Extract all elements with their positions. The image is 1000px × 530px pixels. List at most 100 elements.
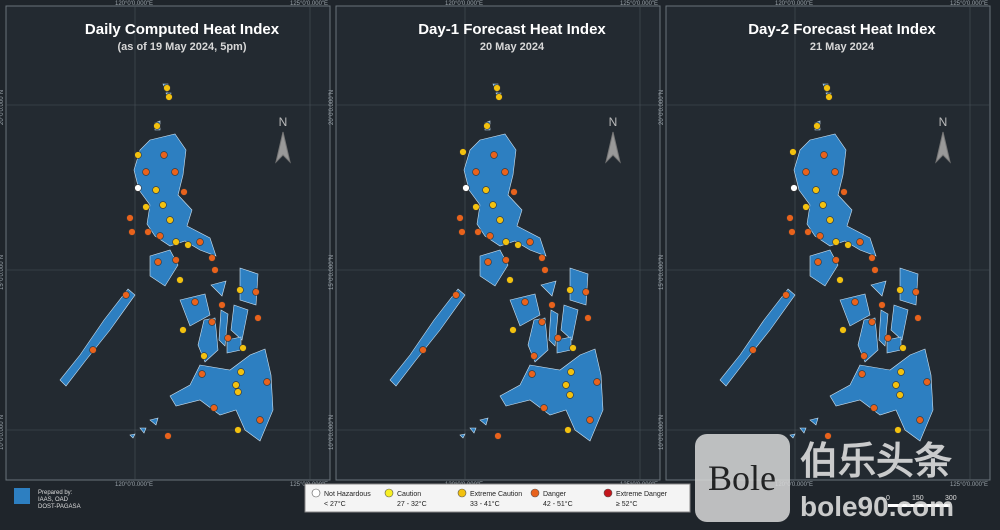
island bbox=[239, 267, 259, 306]
station-marker bbox=[236, 286, 244, 294]
island bbox=[890, 304, 909, 341]
station-marker bbox=[790, 184, 798, 192]
station-marker bbox=[486, 232, 494, 240]
island bbox=[210, 280, 227, 297]
station-marker bbox=[540, 404, 548, 412]
station-marker bbox=[237, 368, 245, 376]
station-marker bbox=[868, 318, 876, 326]
station-marker bbox=[172, 256, 180, 264]
station-marker bbox=[566, 286, 574, 294]
station-marker bbox=[489, 201, 497, 209]
longitude-label: 125°0'0.000"E bbox=[950, 1, 988, 7]
station-marker bbox=[144, 228, 152, 236]
station-marker bbox=[196, 238, 204, 246]
station-marker bbox=[804, 228, 812, 236]
station-marker bbox=[472, 168, 480, 176]
station-marker bbox=[172, 238, 180, 246]
station-marker bbox=[163, 84, 171, 92]
watermark-url: bole90.com bbox=[800, 491, 954, 522]
station-marker bbox=[569, 344, 577, 352]
station-marker bbox=[232, 381, 240, 389]
station-marker bbox=[134, 184, 142, 192]
station-marker bbox=[502, 238, 510, 246]
station-marker bbox=[782, 291, 790, 299]
station-marker bbox=[176, 276, 184, 284]
station-marker bbox=[896, 286, 904, 294]
station-marker bbox=[562, 381, 570, 389]
panel-subtitle: 21 May 2024 bbox=[810, 41, 875, 53]
station-marker bbox=[871, 266, 879, 274]
north-arrow bbox=[275, 131, 291, 164]
island bbox=[560, 304, 579, 341]
station-marker bbox=[419, 346, 427, 354]
station-marker bbox=[484, 258, 492, 266]
station-marker bbox=[802, 203, 810, 211]
station-marker bbox=[153, 122, 161, 130]
station-marker bbox=[239, 344, 247, 352]
scale-line bbox=[888, 504, 950, 507]
station-marker bbox=[789, 148, 797, 156]
station-marker bbox=[482, 186, 490, 194]
island bbox=[139, 427, 147, 434]
watermark-name: 伯乐头条 bbox=[800, 441, 952, 483]
island bbox=[799, 427, 807, 434]
legend-label: Extreme Danger bbox=[616, 491, 668, 498]
station-marker bbox=[502, 256, 510, 264]
station-marker bbox=[858, 370, 866, 378]
panel-subtitle: (as of 19 May 2024, 5pm) bbox=[117, 41, 246, 53]
legend-range: 27 - 32°C bbox=[397, 500, 427, 508]
latitude-label: 20°0'0.000"N bbox=[659, 90, 665, 125]
longitude-label: 120°0'0.000"E bbox=[775, 482, 813, 488]
scale-label: 300 bbox=[945, 495, 957, 502]
station-marker bbox=[812, 186, 820, 194]
station-marker bbox=[456, 214, 464, 222]
station-marker bbox=[593, 378, 601, 386]
longitude-label: 125°0'0.000"E bbox=[290, 1, 328, 7]
legend-label: Caution bbox=[397, 491, 421, 498]
station-marker bbox=[494, 432, 502, 440]
station-marker bbox=[836, 276, 844, 284]
station-marker bbox=[180, 188, 188, 196]
longitude-label: 120°0'0.000"E bbox=[445, 1, 483, 7]
station-marker bbox=[156, 232, 164, 240]
island bbox=[540, 280, 557, 297]
map-panel: 120°0'0.000"E 120°0'0.000"E 125°0'0.000"E 1… bbox=[0, 1, 331, 488]
station-marker bbox=[823, 84, 831, 92]
watermark-logo: Bole bbox=[708, 458, 776, 498]
station-marker bbox=[526, 238, 534, 246]
station-marker bbox=[509, 326, 517, 334]
station-marker bbox=[490, 151, 498, 159]
station-marker bbox=[564, 426, 572, 434]
station-marker bbox=[892, 381, 900, 389]
credit-line: Prepared by: bbox=[38, 490, 73, 496]
station-marker bbox=[126, 214, 134, 222]
north-label: N bbox=[939, 115, 948, 129]
station-marker bbox=[538, 254, 546, 262]
island bbox=[789, 433, 796, 439]
credit-line: IAAS, OAD bbox=[38, 497, 69, 503]
island bbox=[839, 293, 871, 327]
station-marker bbox=[786, 214, 794, 222]
north-arrow bbox=[605, 131, 621, 164]
island bbox=[857, 317, 879, 363]
station-marker bbox=[184, 241, 192, 249]
longitude-label: 125°0'0.000"E bbox=[620, 1, 658, 7]
legend-label: Extreme Caution bbox=[470, 491, 522, 498]
station-marker bbox=[923, 378, 931, 386]
legend-swatch bbox=[457, 488, 467, 498]
longitude-label: 125°0'0.000"E bbox=[950, 482, 988, 488]
station-marker bbox=[839, 326, 847, 334]
station-marker bbox=[840, 188, 848, 196]
station-marker bbox=[749, 346, 757, 354]
station-marker bbox=[541, 266, 549, 274]
island bbox=[479, 417, 489, 426]
station-marker bbox=[528, 370, 536, 378]
credit-line: DOST-PAGASA bbox=[38, 504, 81, 510]
latitude-label: 10°0'0.000"N bbox=[329, 415, 335, 450]
station-marker bbox=[816, 232, 824, 240]
longitude-label: 120°0'0.000"E bbox=[115, 1, 153, 7]
station-marker bbox=[154, 258, 162, 266]
north-label: N bbox=[609, 115, 618, 129]
credit: Prepared by: IAAS, OAD DOST-PAGASA bbox=[14, 488, 81, 510]
scale-label: 150 bbox=[912, 495, 924, 502]
